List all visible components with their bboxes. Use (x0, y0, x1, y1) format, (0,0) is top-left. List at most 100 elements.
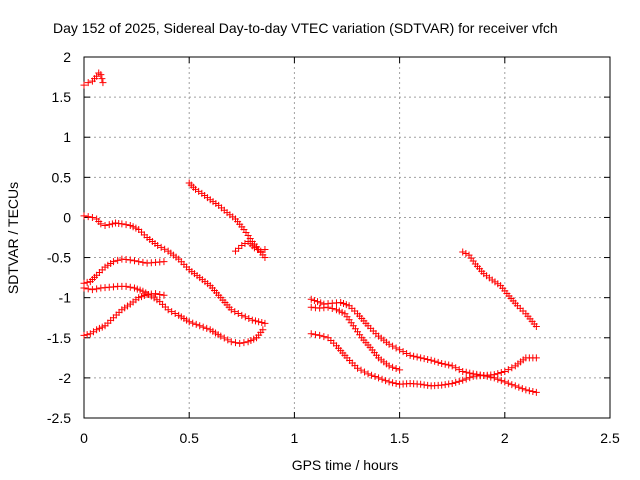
data-point (261, 254, 269, 262)
data-point (93, 285, 101, 293)
data-point (389, 363, 397, 371)
data-point (508, 364, 516, 372)
data-point (448, 380, 456, 388)
y-tick-label: 1 (63, 129, 71, 145)
data-point (109, 258, 117, 266)
data-point (84, 285, 92, 293)
data-point (396, 366, 404, 374)
data-point (83, 331, 91, 339)
data-point (487, 373, 495, 381)
data-point (532, 323, 540, 331)
data-point (420, 381, 428, 389)
data-point (160, 258, 168, 266)
data-point (452, 364, 460, 372)
data-point (261, 246, 269, 254)
data-point (217, 332, 225, 340)
data-point (118, 220, 126, 228)
data-point (88, 213, 96, 221)
data-point (417, 354, 425, 362)
data-point (490, 374, 498, 382)
data-point (392, 380, 400, 388)
chart-title: Day 152 of 2025, Sidereal Day-to-day VTE… (53, 20, 558, 36)
data-point (135, 258, 143, 266)
data-point (236, 339, 244, 347)
data-point (114, 256, 122, 264)
data-point (522, 386, 530, 394)
data-point (438, 359, 446, 367)
data-point (445, 361, 453, 369)
data-point (307, 330, 315, 338)
data-point (99, 79, 107, 87)
data-point (227, 338, 235, 346)
data-point (101, 221, 109, 229)
y-tick-label: -2.5 (47, 410, 71, 426)
data-point (504, 379, 512, 387)
data-point (466, 374, 474, 382)
data-point (255, 318, 263, 326)
x-tick-label: 2.5 (600, 430, 620, 446)
data-point (97, 71, 105, 79)
data-point (88, 286, 96, 294)
y-tick-label: -0.5 (47, 250, 71, 266)
data-point (171, 309, 179, 317)
data-point (84, 79, 92, 87)
data-point (501, 367, 509, 375)
data-point (413, 353, 421, 361)
data-point (250, 244, 258, 252)
x-tick-label: 1.5 (390, 430, 410, 446)
data-point (156, 290, 164, 298)
data-point (84, 213, 92, 221)
data-point (385, 362, 393, 370)
data-point (328, 304, 336, 312)
data-point (385, 378, 393, 386)
data-point (382, 377, 390, 385)
data-point (257, 247, 265, 255)
grid (84, 57, 610, 418)
data-point (316, 331, 324, 339)
data-point (259, 326, 267, 334)
data-point (238, 311, 246, 319)
y-tick-label: -2 (59, 370, 72, 386)
data-point (227, 306, 235, 314)
data-point (152, 290, 160, 298)
data-point (483, 372, 491, 380)
data-point (122, 282, 130, 290)
data-point (410, 352, 418, 360)
data-point (80, 284, 88, 292)
data-point (455, 377, 463, 385)
data-point (258, 319, 266, 327)
data-point (251, 317, 259, 325)
data-point (199, 323, 207, 331)
data-point (497, 369, 505, 377)
data-points (80, 69, 540, 396)
data-point (324, 303, 332, 311)
data-point (368, 371, 376, 379)
data-point (161, 245, 169, 253)
data-point (532, 354, 540, 362)
data-point (234, 309, 242, 317)
data-point (532, 388, 540, 396)
y-tick-label: -1.5 (47, 330, 71, 346)
data-point (459, 376, 467, 384)
data-point (164, 306, 172, 314)
data-point (494, 375, 502, 383)
data-point (139, 258, 147, 266)
data-point (364, 370, 372, 378)
y-axis-label: SDTVAR / TECUs (5, 182, 21, 294)
data-point (392, 365, 400, 373)
y-tick-label: 0 (63, 209, 71, 225)
data-point (392, 344, 400, 352)
data-point (497, 377, 505, 385)
data-point (154, 242, 162, 250)
data-point (371, 373, 379, 381)
data-point (224, 336, 232, 344)
data-point (126, 256, 134, 264)
data-point (459, 248, 467, 256)
data-point (424, 355, 432, 363)
data-point (361, 368, 369, 376)
data-point (399, 348, 407, 356)
data-point (231, 308, 239, 316)
data-point (245, 315, 253, 323)
data-point (189, 319, 197, 327)
